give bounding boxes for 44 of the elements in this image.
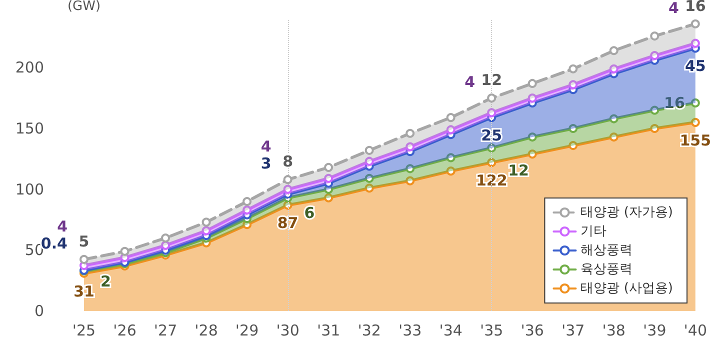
data-label: 25 [481, 126, 502, 145]
x-tick-label: '40 [684, 322, 708, 340]
data-label: 16 [684, 0, 706, 15]
x-tick-label: '27 [154, 322, 178, 340]
data-label: 4 [260, 138, 272, 156]
legend-label: 기타 [580, 224, 607, 239]
x-tick-label: '34 [439, 322, 462, 340]
y-tick-label: 100 [15, 180, 44, 198]
x-tick-label: '31 [316, 322, 340, 340]
legend-label: 태양광 (사업용) [580, 281, 674, 296]
x-tick-label: '37 [562, 322, 585, 340]
x-tick-label: '36 [520, 322, 544, 340]
data-label: 12 [508, 162, 529, 180]
y-tick-label: 0 [34, 302, 44, 320]
y-axis-title: (GW) [67, 0, 101, 14]
y-tick-label: 150 [15, 120, 44, 138]
x-tick-label: '38 [602, 322, 626, 340]
data-label: 122 [476, 172, 508, 190]
legend-label: 육상풍력 [580, 262, 633, 277]
data-label: 4 [57, 217, 68, 236]
data-label: 45 [684, 57, 706, 76]
x-tick-label: '29 [235, 322, 259, 340]
x-tick-label: '32 [358, 322, 381, 340]
x-tick-label: '35 [480, 322, 504, 340]
data-label: 6 [304, 204, 315, 222]
data-label: 5 [78, 232, 90, 250]
data-label: 31 [74, 282, 94, 300]
data-label: 3 [260, 154, 272, 173]
x-tick-label: '26 [113, 322, 136, 340]
y-tick-label: 200 [15, 58, 44, 77]
x-tick-label: '25 [72, 322, 96, 340]
data-label: 87 [277, 214, 298, 232]
data-label: 4 [464, 73, 476, 92]
legend-label: 해상풍력 [580, 243, 633, 258]
data-label: 155 [680, 131, 710, 150]
legend-label: 태양광 (자가용) [580, 205, 674, 220]
x-tick-label: '28 [194, 322, 218, 340]
data-label: 2 [100, 272, 111, 290]
x-tick-label: '30 [276, 322, 300, 340]
x-tick-label: '33 [398, 322, 422, 340]
data-label: 12 [481, 71, 502, 90]
data-label: 8 [282, 152, 294, 171]
x-tick-label: '39 [643, 322, 666, 340]
data-label: 4 [668, 0, 679, 17]
